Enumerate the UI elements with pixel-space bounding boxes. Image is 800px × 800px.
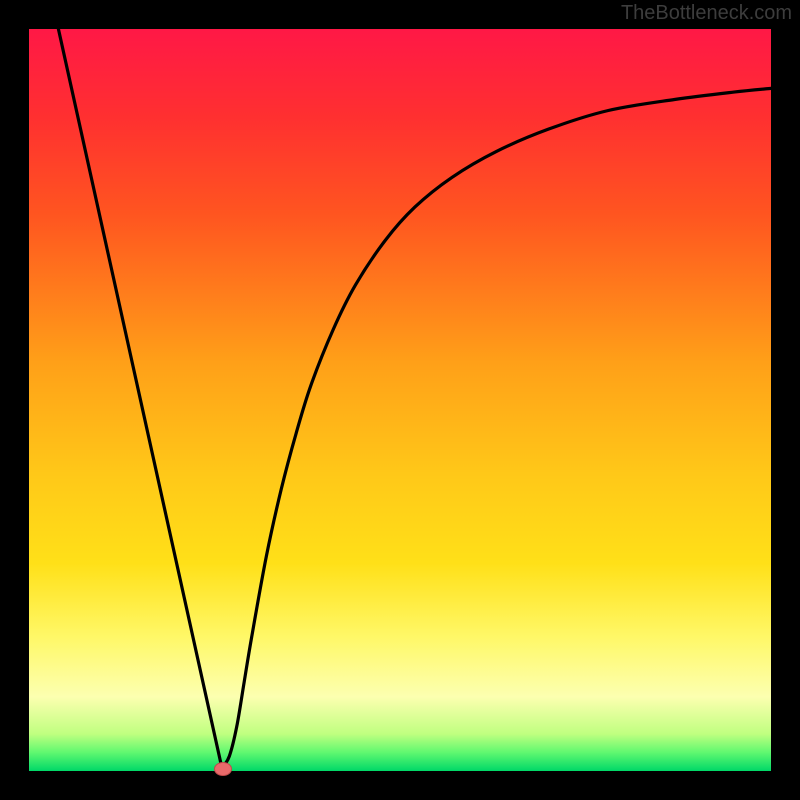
plot-svg (29, 29, 771, 771)
attribution-text: TheBottleneck.com (621, 2, 792, 25)
plot-area (29, 29, 771, 771)
chart-container: TheBottleneck.com (0, 0, 800, 800)
